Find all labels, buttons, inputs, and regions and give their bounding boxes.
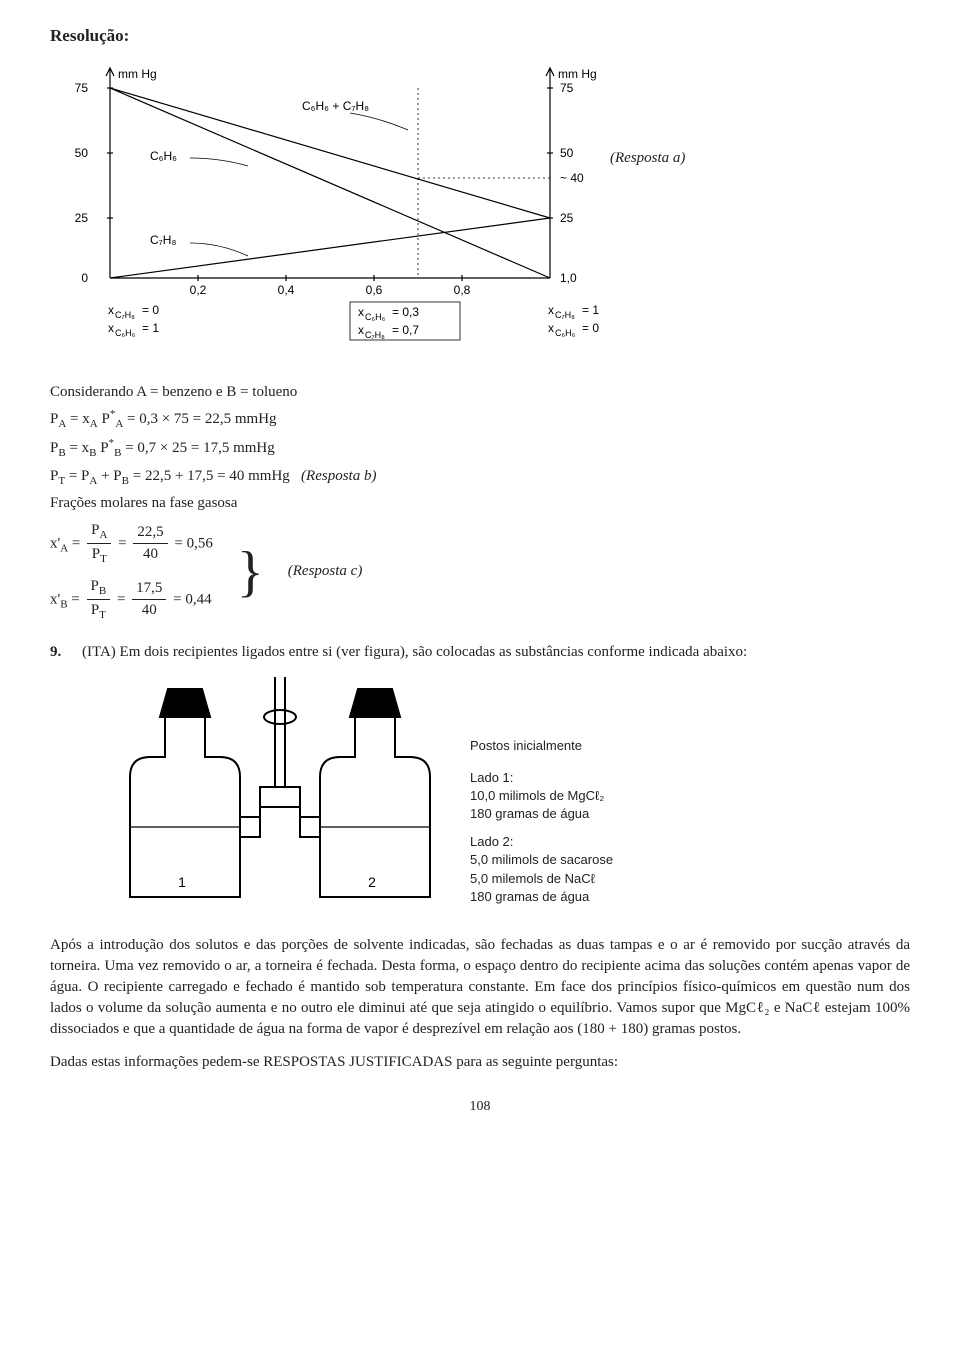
left-unit-label: mm Hg (118, 67, 157, 81)
svg-text:~ 40: ~ 40 (560, 171, 584, 185)
page: Resolução: (0, 0, 960, 1350)
flask-svg: 1 2 (110, 677, 750, 917)
svg-text:C₆H₆: C₆H₆ (555, 328, 576, 338)
calc-pa: PA = xA P*A = 0,3 × 75 = 22,5 mmHg (50, 407, 910, 432)
question-text: (ITA) Em dois recipientes ligados entre … (82, 642, 747, 663)
svg-text:0,8: 0,8 (454, 283, 471, 297)
svg-text:x: x (108, 303, 114, 317)
svg-text:= 0: = 0 (142, 303, 159, 317)
svg-text:x: x (548, 321, 554, 335)
svg-text:C₆H₆: C₆H₆ (150, 149, 177, 163)
question-9: 9. (ITA) Em dois recipientes ligados ent… (50, 642, 910, 663)
svg-text:x: x (548, 303, 554, 317)
right-unit-label: mm Hg (558, 67, 597, 81)
fractions-title: Frações molares na fase gasosa (50, 493, 910, 514)
svg-text:C₇H₈: C₇H₈ (555, 310, 575, 320)
pressure-chart-svg: mm Hg mm Hg 75 50 25 0 75 50 ~ 40 25 1,0… (50, 58, 750, 368)
brace-icon: } (237, 544, 264, 600)
svg-text:= 1: = 1 (142, 321, 159, 335)
resposta-a-label: (Resposta a) (610, 148, 685, 169)
paragraph-1: Após a introdução dos solutos e das porç… (50, 935, 910, 1040)
svg-text:C₇H₈: C₇H₈ (365, 330, 385, 340)
paragraph-2: Dadas estas informações pedem-se RESPOST… (50, 1052, 910, 1073)
svg-text:C₇H₈: C₇H₈ (115, 310, 135, 320)
svg-text:x: x (108, 321, 114, 335)
svg-text:75: 75 (560, 81, 574, 95)
resposta-c-label: (Resposta c) (288, 561, 363, 582)
svg-text:50: 50 (75, 146, 89, 160)
svg-text:1: 1 (178, 874, 186, 890)
svg-text:50: 50 (560, 146, 574, 160)
calc-pb: PB = xB P*B = 0,7 × 25 = 17,5 mmHg (50, 436, 910, 461)
svg-text:= 1: = 1 (582, 303, 599, 317)
svg-text:0,4: 0,4 (278, 283, 295, 297)
section-title: Resolução: (50, 24, 910, 48)
pressure-chart: mm Hg mm Hg 75 50 25 0 75 50 ~ 40 25 1,0… (50, 58, 750, 368)
calc-block: Considerando A = benzeno e B = tolueno P… (50, 382, 910, 624)
page-number: 108 (50, 1097, 910, 1117)
calc-pt: PT = PA + PB = 22,5 + 17,5 = 40 mmHg (Re… (50, 466, 910, 489)
svg-text:= 0,7: = 0,7 (392, 323, 419, 337)
svg-text:2: 2 (368, 874, 376, 890)
question-number: 9. (50, 642, 68, 663)
svg-text:1,0: 1,0 (560, 271, 577, 285)
flask-side-labels: Postos inicialmente Lado 1: 10,0 milimol… (470, 737, 613, 907)
svg-text:75: 75 (75, 81, 89, 95)
svg-text:0,2: 0,2 (190, 283, 207, 297)
svg-text:0,6: 0,6 (366, 283, 383, 297)
svg-text:x: x (358, 305, 364, 319)
calc-line-1: Considerando A = benzeno e B = tolueno (50, 382, 910, 403)
svg-text:C₆H₆: C₆H₆ (115, 328, 136, 338)
svg-text:C₇H₈: C₇H₈ (150, 233, 176, 247)
flask-figure: 1 2 Postos inicialmente Lado 1: 10,0 mil… (110, 677, 750, 917)
svg-text:= 0: = 0 (582, 321, 599, 335)
svg-text:25: 25 (560, 211, 574, 225)
svg-text:0: 0 (81, 271, 88, 285)
svg-text:C₆H₆ + C₇H₈: C₆H₆ + C₇H₈ (302, 99, 369, 113)
svg-text:x: x (358, 323, 364, 337)
svg-text:25: 25 (75, 211, 89, 225)
svg-text:= 0,3: = 0,3 (392, 305, 419, 319)
svg-text:C₆H₆: C₆H₆ (365, 312, 386, 322)
fractions-row: x'A = PAPT = 22,540 = 0,56 x'B = PBPT = … (50, 520, 910, 624)
